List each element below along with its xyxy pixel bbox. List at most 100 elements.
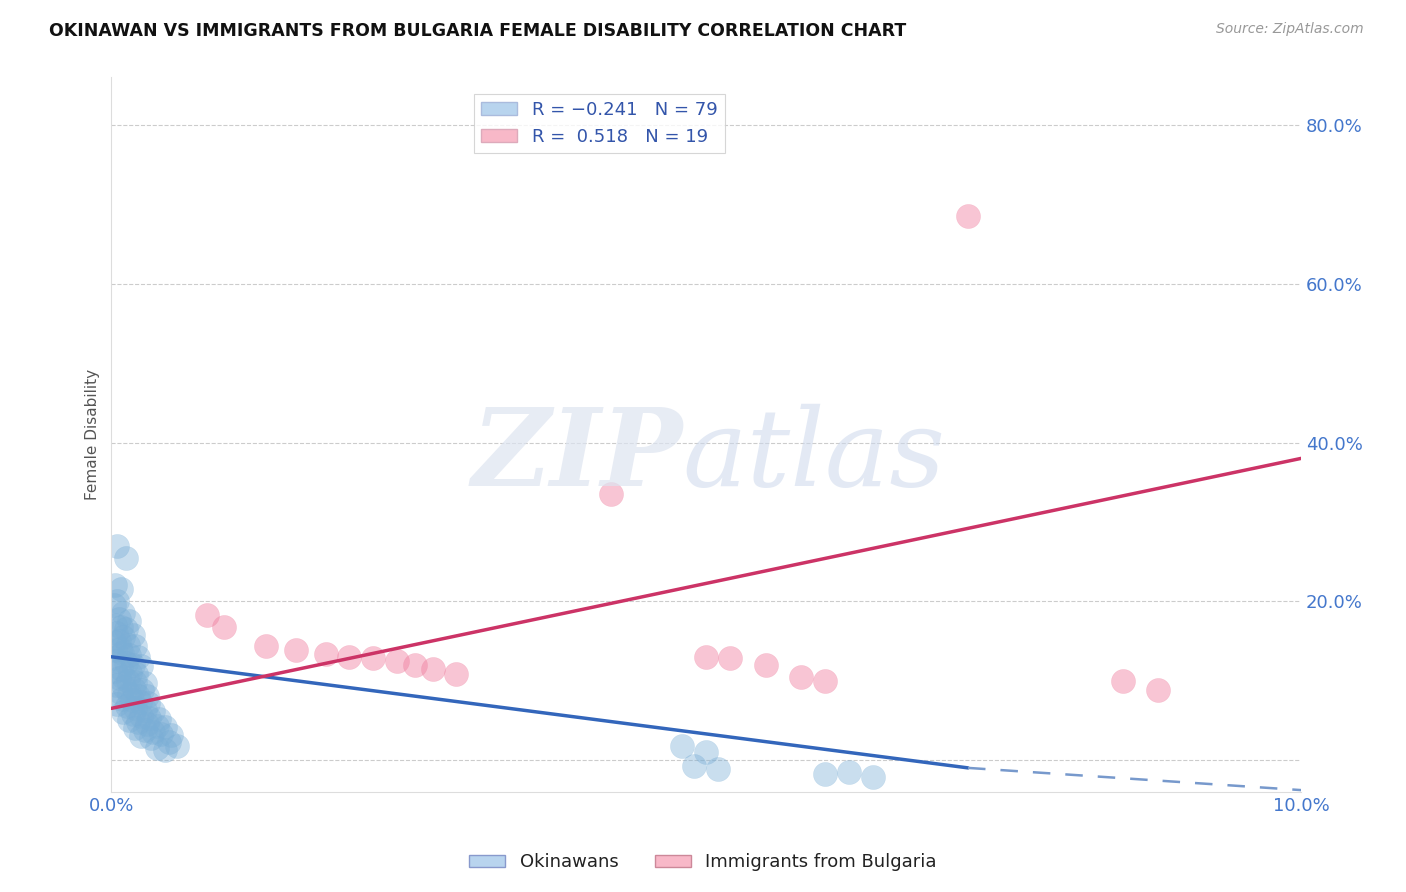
Point (254, 640, 277, 654)
Point (120, 665, 142, 680)
Point (153, 720, 176, 734)
Point (707, 763, 730, 777)
Point (105, 677, 128, 691)
Point (118, 614, 141, 628)
Point (127, 649, 149, 664)
Point (315, 648, 337, 662)
Point (121, 627, 143, 641)
Point (361, 651, 384, 665)
Point (145, 741, 167, 756)
Point (114, 680, 136, 694)
Point (110, 582, 132, 597)
Point (337, 649, 360, 664)
Point (110, 619, 132, 633)
Point (104, 618, 127, 632)
Point (108, 641, 131, 656)
Point (125, 667, 148, 681)
Point (103, 635, 125, 649)
Point (124, 701, 146, 715)
Point (136, 717, 159, 731)
Point (104, 643, 127, 657)
Point (112, 706, 135, 720)
Point (136, 696, 159, 710)
Point (112, 670, 135, 684)
Point (166, 739, 188, 753)
Point (129, 695, 152, 709)
Point (117, 673, 139, 688)
Point (139, 731, 162, 745)
Point (134, 723, 156, 737)
Point (136, 690, 159, 704)
Point (112, 606, 135, 620)
Point (127, 690, 149, 704)
Point (404, 657, 426, 672)
Point (115, 698, 138, 713)
Point (134, 676, 156, 690)
Point (838, 764, 860, 779)
Point (131, 683, 153, 698)
Point (138, 711, 160, 725)
Point (105, 594, 128, 608)
Point (105, 698, 128, 712)
Point (214, 619, 236, 633)
Point (104, 578, 127, 592)
Point (145, 719, 167, 733)
Point (127, 714, 149, 729)
Point (105, 654, 128, 668)
Point (111, 646, 134, 660)
Point (117, 638, 139, 652)
Point (110, 662, 132, 676)
Point (121, 706, 143, 721)
Point (195, 607, 218, 622)
Point (108, 685, 131, 699)
Point (118, 648, 141, 663)
Text: ZIP: ZIP (471, 403, 682, 509)
Point (956, 210, 979, 224)
Point (104, 664, 127, 678)
Point (129, 709, 152, 723)
Point (118, 713, 141, 727)
Point (121, 693, 143, 707)
Text: Source: ZipAtlas.com: Source: ZipAtlas.com (1216, 22, 1364, 37)
Point (103, 598, 125, 612)
Point (114, 550, 136, 565)
Point (134, 703, 156, 717)
Point (114, 622, 136, 636)
Point (718, 651, 741, 665)
Point (142, 704, 165, 718)
Point (107, 612, 129, 626)
Point (150, 727, 173, 741)
Legend: R = −0.241   N = 79, R =  0.518   N = 19: R = −0.241 N = 79, R = 0.518 N = 19 (474, 94, 724, 153)
Text: OKINAWAN VS IMMIGRANTS FROM BULGARIA FEMALE DISABILITY CORRELATION CHART: OKINAWAN VS IMMIGRANTS FROM BULGARIA FEM… (49, 22, 907, 40)
Point (153, 743, 176, 757)
Point (111, 691, 134, 706)
Point (284, 643, 307, 657)
Point (122, 681, 145, 696)
Legend: Okinawans, Immigrants from Bulgaria: Okinawans, Immigrants from Bulgaria (463, 847, 943, 879)
Point (112, 630, 135, 644)
Point (148, 712, 170, 726)
Point (683, 759, 706, 773)
Point (790, 670, 813, 684)
Point (142, 725, 165, 739)
Point (1147, 683, 1170, 698)
Point (671, 739, 693, 753)
Point (129, 659, 152, 673)
Point (814, 767, 837, 781)
Y-axis label: Female Disability: Female Disability (86, 369, 100, 500)
Point (422, 662, 444, 676)
Point (695, 745, 717, 759)
Point (118, 687, 141, 701)
Point (124, 675, 146, 690)
Point (814, 673, 837, 688)
Point (160, 727, 183, 741)
Point (1111, 673, 1133, 688)
Point (695, 649, 717, 664)
Point (385, 654, 408, 668)
Point (446, 667, 468, 681)
Point (600, 487, 623, 501)
Point (755, 657, 778, 672)
Point (157, 735, 180, 749)
Point (862, 771, 884, 785)
Point (105, 539, 128, 553)
